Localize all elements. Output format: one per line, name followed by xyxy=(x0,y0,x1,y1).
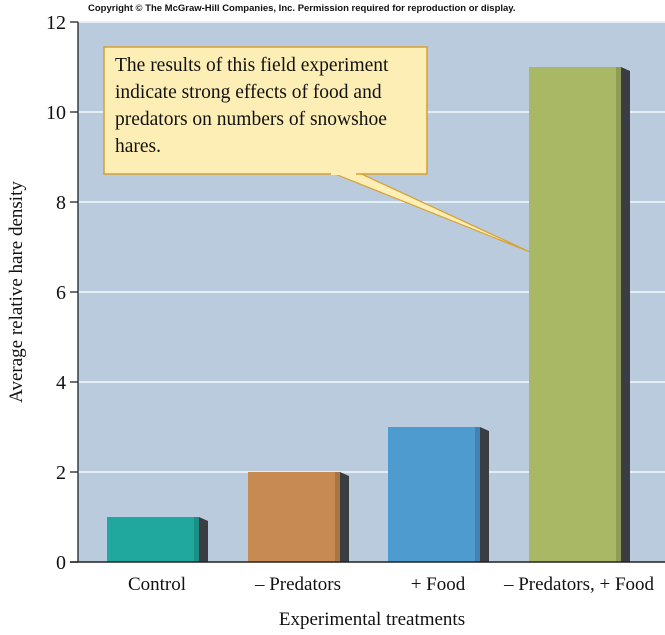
bar xyxy=(529,67,621,562)
callout-text-line: hares. xyxy=(115,136,161,157)
x-tick-label: Control xyxy=(128,574,186,595)
x-axis-label: Experimental treatments xyxy=(279,609,465,630)
callout-text-line: indicate strong effects of food and xyxy=(115,82,382,103)
bar-1 xyxy=(107,517,208,562)
callout-text-line: predators on numbers of snowshoe xyxy=(115,109,387,130)
y-tick-label: 2 xyxy=(56,462,66,484)
callout-box xyxy=(103,46,428,175)
bar xyxy=(107,517,199,562)
bar-2 xyxy=(248,472,349,562)
bar-edge-shade xyxy=(475,427,480,562)
y-tick-label: 4 xyxy=(56,372,66,394)
bar-side xyxy=(480,427,489,562)
bar-3 xyxy=(388,427,489,562)
callout-text-line: The results of this field experiment xyxy=(115,55,389,76)
annotation-callout: The results of this field experiment indi… xyxy=(103,46,531,253)
y-axis-label: Average relative hare density xyxy=(6,181,27,403)
y-tick-label: 6 xyxy=(56,282,66,304)
y-tick-label: 10 xyxy=(46,102,66,124)
bar-side xyxy=(340,472,349,562)
copyright-notice: Copyright © The McGraw-Hill Companies, I… xyxy=(88,3,516,14)
bar-edge-shade xyxy=(335,472,340,562)
y-tick-label: 0 xyxy=(56,552,66,574)
bar xyxy=(388,427,480,562)
bar xyxy=(248,472,340,562)
bar-side xyxy=(199,517,208,562)
bar-edge-shade xyxy=(616,67,621,562)
y-tick-label: 12 xyxy=(46,12,66,34)
x-tick-label: – Predators, + Food xyxy=(503,574,655,595)
x-tick-label: + Food xyxy=(411,574,466,595)
x-tick-label: – Predators xyxy=(254,574,341,595)
bar-edge-shade xyxy=(194,517,199,562)
bar-4 xyxy=(529,67,630,562)
y-tick-label: 8 xyxy=(56,192,66,214)
bar-side xyxy=(621,67,630,562)
